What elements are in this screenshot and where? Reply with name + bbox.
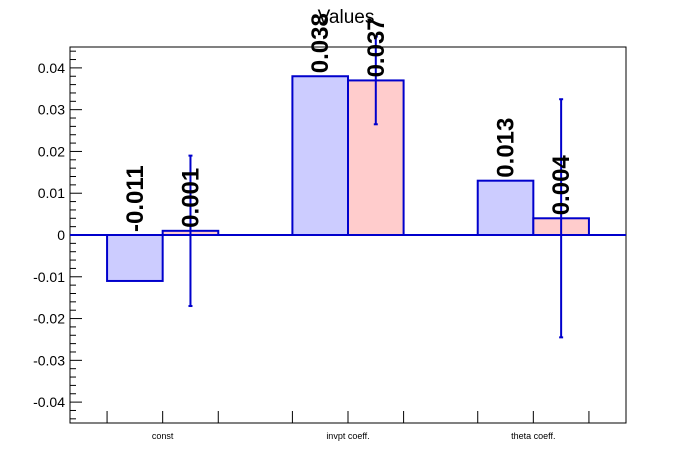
data-label: 0.013 [493, 118, 520, 178]
bar-series-1 [291, 75, 349, 236]
x-axis: const invpt coeff. theta coeff. [106, 411, 590, 441]
y-axis: -0.04 -0.03 -0.02 -0.01 0 0.01 0.02 0.03 0.04 [33, 50, 82, 420]
y-tick-label: -0.03 [33, 352, 65, 368]
x-category-label: const [152, 431, 174, 441]
y-tick-label: 0 [57, 227, 65, 243]
bar-series-1 [476, 179, 535, 236]
data-label: -0.011 [122, 165, 149, 232]
y-tick-label: 0.01 [38, 185, 65, 201]
chart-title: Values [318, 7, 375, 28]
data-label: 0.038 [307, 13, 334, 73]
data-label: 0.001 [177, 168, 204, 228]
y-tick-label: 0.03 [38, 102, 65, 118]
x-category-label: theta coeff. [511, 431, 555, 441]
y-tick-label: -0.02 [33, 311, 65, 327]
x-category-label: invpt coeff. [326, 431, 369, 441]
y-tick-label: 0.02 [38, 143, 65, 159]
y-tick-label: 0.04 [38, 60, 65, 76]
y-tick-label: -0.01 [33, 269, 65, 285]
error-bars-group [188, 35, 564, 339]
data-label: 0.037 [363, 17, 390, 77]
bar-series-1 [106, 234, 164, 282]
data-label: 0.004 [548, 155, 575, 216]
y-tick-label: -0.04 [33, 394, 65, 410]
data-labels-group: -0.011 0.038 0.013 0.001 0.037 0.004 [122, 13, 575, 232]
